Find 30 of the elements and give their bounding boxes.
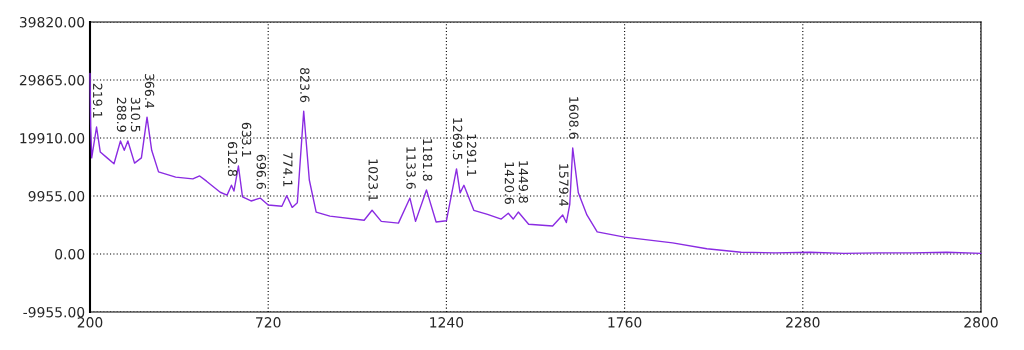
x-tick-label: 1240 (430, 317, 464, 328)
annotation: 1608.6 (569, 97, 579, 139)
annotation: 696.6 (256, 154, 267, 189)
annotation: 633.1 (241, 122, 252, 157)
y-tick-label: 19910.00 (20, 132, 85, 144)
annotation: 366.4 (144, 73, 155, 109)
annotation: 1023.1 (368, 159, 378, 201)
annotation: 288.9 (116, 97, 127, 132)
y-tick-label: -9955.00 (23, 306, 85, 318)
x-tick-label: 720 (256, 317, 281, 328)
annotation: 1181.8 (422, 139, 433, 181)
y-tick-label: 29865.00 (19, 74, 85, 86)
annotation: 1269.5 (452, 118, 463, 160)
annotation: 823.6 (300, 67, 310, 103)
annotation: 774.1 (283, 152, 293, 187)
x-tick-label: 2280 (786, 317, 820, 328)
y-tick-label: 39820.00 (19, 16, 85, 28)
y-tick-label: 9955.00 (28, 190, 85, 202)
y-tick-label: 0.00 (55, 248, 85, 260)
annotation: 219.1 (92, 83, 103, 118)
annotation: 1449.8 (518, 161, 529, 203)
annotation: 1579.4 (559, 164, 569, 206)
annotation: 310.5 (130, 97, 141, 132)
annotation: 1420.6 (504, 162, 515, 205)
x-tick-label: 1760 (608, 317, 642, 328)
x-tick-label: 2800 (964, 317, 998, 328)
annotation: 1133.6 (406, 147, 416, 189)
x-tick-label: 200 (77, 317, 103, 328)
annotation: 612.8 (227, 142, 238, 177)
annotation: 1291.1 (466, 134, 477, 176)
